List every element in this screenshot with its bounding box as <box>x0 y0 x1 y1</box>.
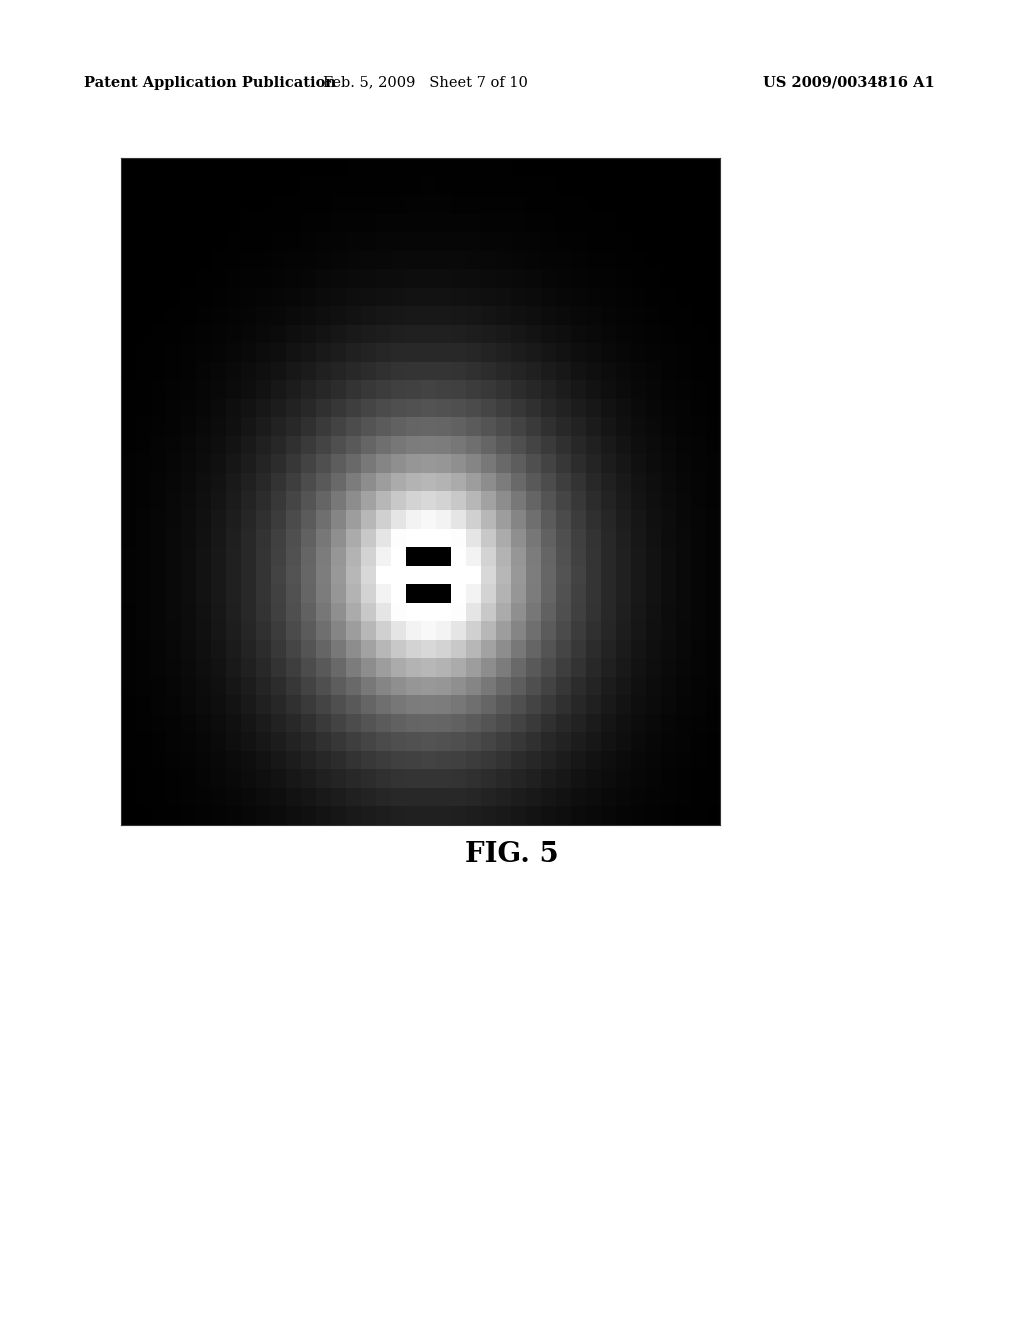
Text: Feb. 5, 2009   Sheet 7 of 10: Feb. 5, 2009 Sheet 7 of 10 <box>323 75 527 90</box>
Text: Patent Application Publication: Patent Application Publication <box>84 75 336 90</box>
Text: US 2009/0034816 A1: US 2009/0034816 A1 <box>763 75 935 90</box>
Text: FIG. 5: FIG. 5 <box>465 841 559 867</box>
